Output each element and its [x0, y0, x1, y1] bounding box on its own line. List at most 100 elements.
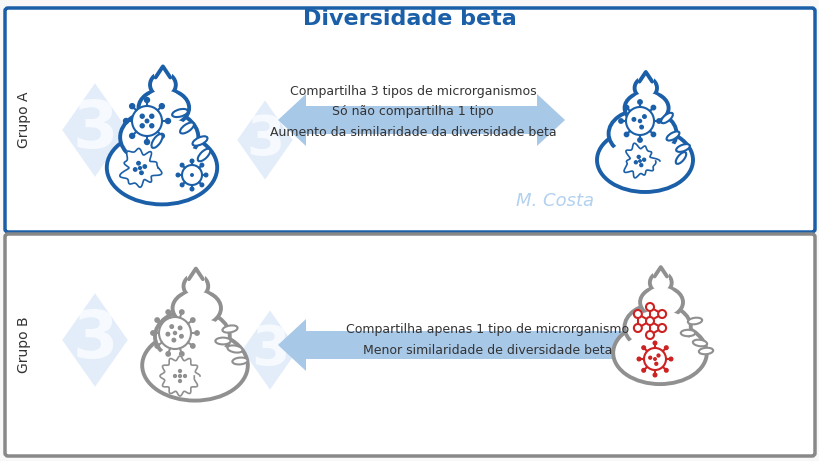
Ellipse shape	[635, 311, 681, 328]
Ellipse shape	[182, 291, 211, 307]
Circle shape	[200, 163, 203, 167]
Ellipse shape	[687, 318, 701, 325]
Ellipse shape	[172, 109, 188, 117]
Circle shape	[179, 370, 181, 372]
Circle shape	[166, 332, 170, 336]
Circle shape	[636, 155, 640, 158]
Circle shape	[623, 132, 628, 136]
Ellipse shape	[611, 140, 682, 164]
Ellipse shape	[197, 149, 210, 161]
Circle shape	[140, 114, 144, 118]
Text: 3: 3	[251, 323, 289, 377]
Text: Compartilha 3 tipos de microrganismos
Só não compartilha 1 tipo
Aumento da simil: Compartilha 3 tipos de microrganismos Só…	[269, 85, 555, 138]
Circle shape	[170, 325, 174, 328]
Circle shape	[159, 104, 164, 109]
Circle shape	[180, 163, 183, 167]
Circle shape	[639, 125, 643, 129]
FancyBboxPatch shape	[5, 234, 814, 456]
Circle shape	[179, 375, 181, 378]
Ellipse shape	[608, 110, 676, 158]
Circle shape	[653, 341, 656, 345]
Circle shape	[165, 352, 170, 356]
Circle shape	[642, 115, 645, 118]
Circle shape	[658, 324, 665, 332]
Circle shape	[174, 331, 176, 335]
Circle shape	[165, 118, 170, 124]
Circle shape	[650, 106, 655, 110]
Polygon shape	[62, 83, 128, 177]
Ellipse shape	[649, 272, 671, 293]
Polygon shape	[62, 293, 128, 387]
Circle shape	[190, 159, 193, 163]
Circle shape	[137, 161, 140, 165]
Circle shape	[645, 303, 654, 311]
Ellipse shape	[150, 73, 175, 97]
Ellipse shape	[168, 318, 220, 337]
Circle shape	[129, 104, 134, 109]
Ellipse shape	[692, 340, 706, 346]
Ellipse shape	[155, 310, 229, 363]
Circle shape	[190, 318, 195, 322]
Text: Compartilha apenas 1 tipo de microrganismo
Menor similaridade de diversidade bet: Compartilha apenas 1 tipo de microrganis…	[346, 324, 629, 356]
Polygon shape	[637, 71, 653, 84]
Circle shape	[150, 114, 154, 118]
Circle shape	[144, 140, 149, 144]
Circle shape	[151, 331, 155, 335]
Circle shape	[642, 158, 645, 161]
Ellipse shape	[613, 322, 706, 384]
Circle shape	[618, 119, 622, 123]
Polygon shape	[237, 100, 292, 180]
Circle shape	[179, 352, 183, 356]
Ellipse shape	[698, 348, 713, 354]
Circle shape	[633, 310, 641, 318]
Ellipse shape	[120, 110, 198, 165]
Circle shape	[668, 357, 672, 361]
Polygon shape	[652, 266, 667, 279]
Polygon shape	[120, 148, 161, 187]
Circle shape	[200, 183, 203, 187]
Ellipse shape	[648, 287, 674, 301]
Circle shape	[140, 124, 144, 128]
Ellipse shape	[133, 118, 188, 138]
Circle shape	[631, 118, 635, 121]
Circle shape	[150, 124, 154, 128]
Text: 3: 3	[72, 308, 117, 372]
Ellipse shape	[192, 136, 207, 146]
Ellipse shape	[627, 333, 697, 357]
Circle shape	[653, 373, 656, 377]
Ellipse shape	[666, 131, 679, 141]
Circle shape	[178, 326, 182, 330]
Circle shape	[648, 356, 651, 359]
Text: 3: 3	[246, 113, 283, 167]
Circle shape	[637, 100, 641, 104]
Ellipse shape	[640, 287, 682, 318]
Circle shape	[143, 165, 147, 168]
Circle shape	[190, 344, 195, 348]
Circle shape	[179, 335, 183, 338]
Circle shape	[641, 368, 645, 372]
Circle shape	[159, 133, 164, 138]
Circle shape	[144, 97, 149, 102]
Circle shape	[625, 107, 654, 135]
Circle shape	[176, 173, 179, 177]
Ellipse shape	[215, 337, 230, 344]
Circle shape	[638, 119, 640, 123]
Ellipse shape	[222, 325, 238, 332]
Circle shape	[155, 318, 159, 322]
Ellipse shape	[660, 113, 672, 123]
Ellipse shape	[634, 77, 656, 98]
Polygon shape	[278, 94, 564, 146]
Circle shape	[180, 183, 183, 187]
Circle shape	[623, 106, 628, 110]
Ellipse shape	[676, 144, 689, 152]
Circle shape	[663, 368, 667, 372]
Ellipse shape	[152, 134, 162, 148]
Circle shape	[638, 160, 640, 162]
Circle shape	[172, 338, 175, 342]
Circle shape	[195, 331, 199, 335]
Circle shape	[658, 310, 665, 318]
Ellipse shape	[148, 90, 179, 107]
Polygon shape	[153, 65, 172, 80]
Circle shape	[204, 173, 207, 177]
Circle shape	[639, 164, 642, 166]
